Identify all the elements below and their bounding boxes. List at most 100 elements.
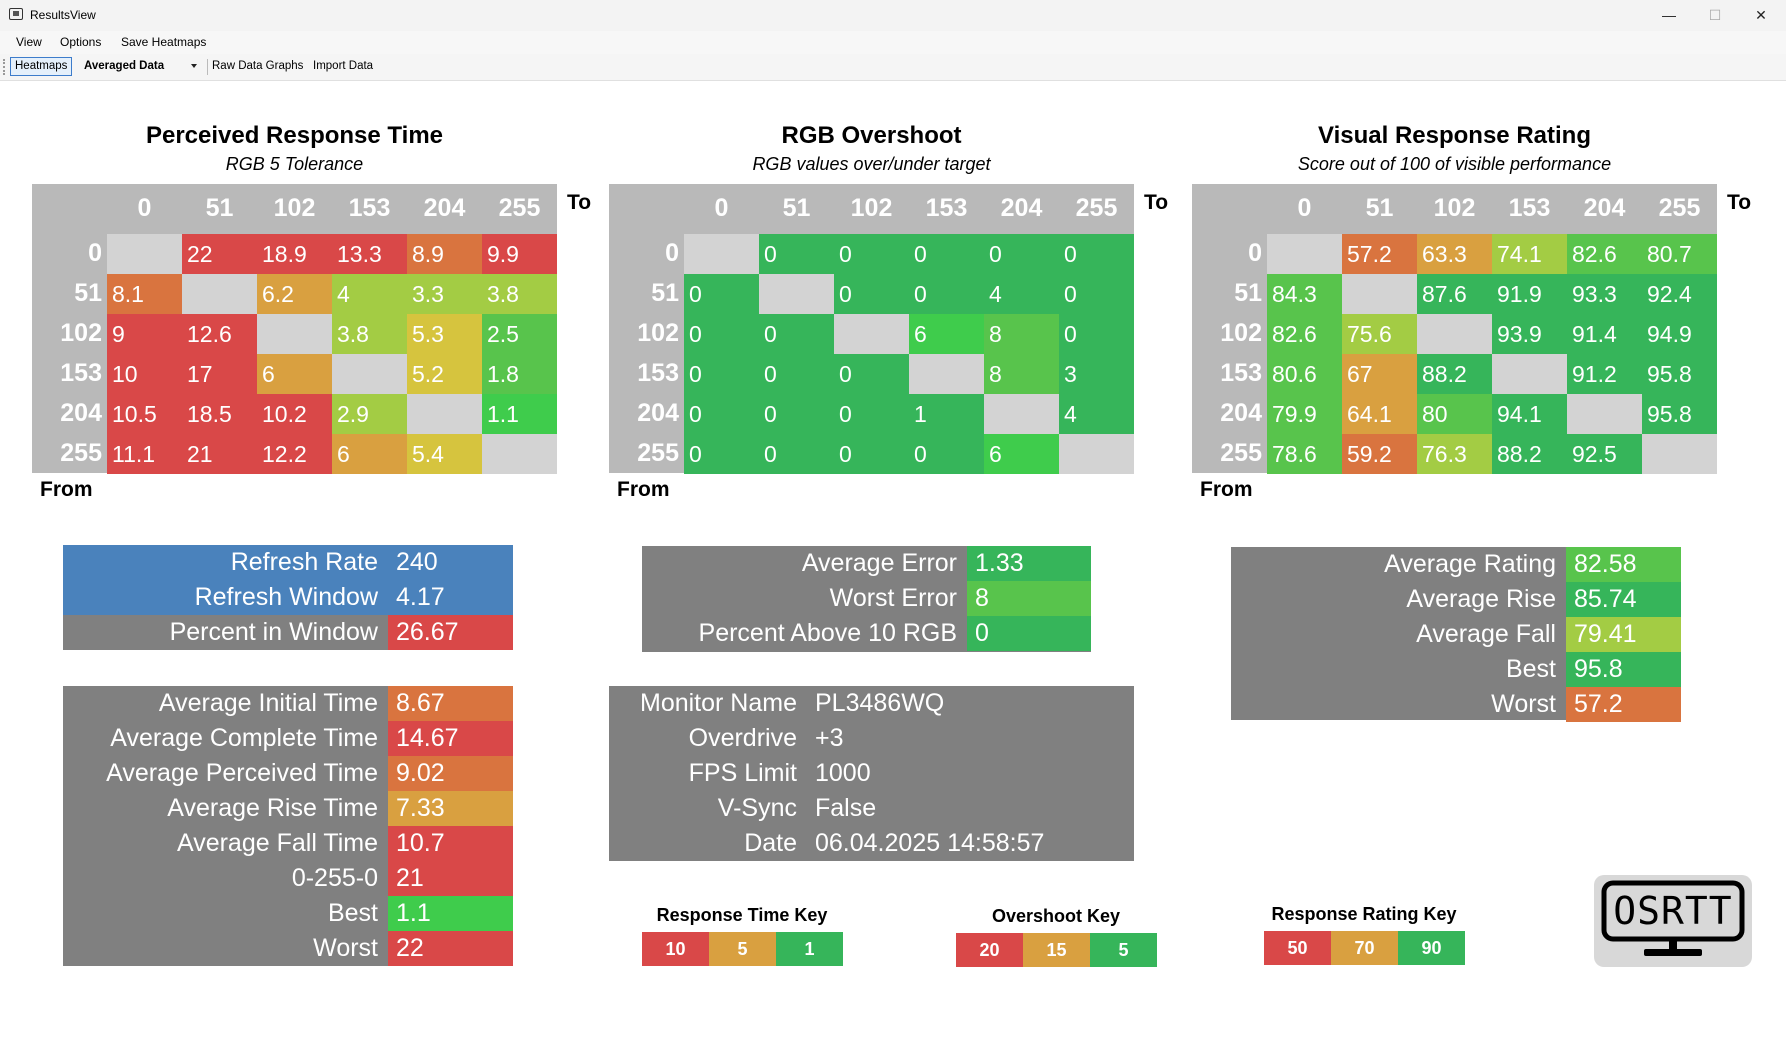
- to-level-label: 255: [1075, 194, 1118, 222]
- from-level-label: 0: [665, 239, 679, 267]
- heatmap-cell-empty: [107, 234, 182, 274]
- heatmap-cell: 59.2: [1342, 434, 1417, 474]
- stat-label: Overdrive: [688, 724, 797, 752]
- heatmap-cell: 3.8: [332, 314, 407, 354]
- from-level-label: 255: [60, 439, 102, 467]
- title-bar: ResultsView — ☐ ✕: [0, 0, 1786, 31]
- heatmap-cell: 78.6: [1267, 434, 1342, 474]
- heatmap-cell: 6: [909, 314, 984, 354]
- stat-label: Average Error: [801, 549, 957, 577]
- heatmap-cell: 95.8: [1642, 394, 1717, 434]
- heatmap-cell: 80.7: [1642, 234, 1717, 274]
- heatmap-cell: 0: [834, 354, 909, 394]
- heatmap-cell: 67: [1342, 354, 1417, 394]
- close-icon[interactable]: ✕: [1755, 7, 1767, 23]
- menu-view[interactable]: View: [16, 35, 42, 49]
- heatmap-cell-empty: [332, 354, 407, 394]
- stat-row: Refresh Rate 240: [63, 545, 513, 580]
- heatmap-cell: 10.5: [107, 394, 182, 434]
- key-swatch: 5: [1090, 933, 1157, 967]
- from-level-label: 0: [1248, 239, 1262, 267]
- stat-value: 57.2: [1566, 687, 1681, 722]
- heatmap-cell: 95.8: [1642, 354, 1717, 394]
- stat-value: 85.74: [1566, 582, 1681, 617]
- from-level-label: 204: [1220, 399, 1262, 427]
- heatmap-cell: 22: [182, 234, 257, 274]
- stat-value: 10.7: [388, 826, 513, 861]
- menu-save-heatmaps[interactable]: Save Heatmaps: [121, 35, 207, 49]
- stat-value: 1000: [815, 759, 871, 787]
- heatmap-cell: 0: [684, 434, 759, 474]
- raw-data-graphs-button[interactable]: Raw Data Graphs: [212, 60, 304, 72]
- heatmaps-button[interactable]: Heatmaps: [10, 57, 73, 76]
- key-swatch: 1: [776, 932, 843, 966]
- stat-value: False: [815, 794, 877, 822]
- stat-value: 8.67: [388, 686, 513, 721]
- heatmap-cell: 0: [834, 434, 909, 474]
- heatmap-cell: 0: [1059, 274, 1134, 314]
- to-axis-label: To: [1144, 191, 1169, 214]
- from-level-label: 0: [88, 239, 102, 267]
- monitor-logo-icon: [1601, 880, 1745, 956]
- stat-label: Average Rise Time: [167, 794, 378, 822]
- heatmap-cell: 84.3: [1267, 274, 1342, 314]
- stat-label: Percent in Window: [169, 618, 378, 646]
- stat-label: Worst: [1491, 690, 1556, 718]
- overshoot-error-panel: Average Error 1.33 Worst Error 8 Percent Abo…: [642, 546, 1091, 652]
- heatmap-cell: 6: [332, 434, 407, 474]
- import-data-button[interactable]: Import Data: [313, 60, 374, 72]
- stat-row: Average Fall Time 10.7: [63, 826, 513, 861]
- heatmap-cell: 5.4: [407, 434, 482, 474]
- from-axis-label: From: [1200, 478, 1253, 501]
- minimize-icon[interactable]: —: [1662, 7, 1676, 23]
- stat-row: Average Initial Time 8.67: [63, 686, 513, 721]
- from-level-label: 255: [1220, 439, 1262, 467]
- stat-value: 240: [388, 545, 513, 580]
- from-level-label: 102: [60, 319, 102, 347]
- heatmap-cell: 92.4: [1642, 274, 1717, 314]
- to-level-label: 51: [205, 194, 234, 222]
- heatmap-cell-empty: [1567, 394, 1642, 434]
- heatmap-cell: 0: [759, 434, 834, 474]
- stat-label: Best: [327, 899, 378, 927]
- to-level-label: 102: [1433, 194, 1476, 222]
- heatmap-cell-empty: [984, 394, 1059, 434]
- to-level-label: 255: [1658, 194, 1701, 222]
- from-level-label: 153: [637, 359, 679, 387]
- from-level-label: 255: [637, 439, 679, 467]
- stat-label: Monitor Name: [640, 689, 797, 717]
- heatmap-cell-empty: [834, 314, 909, 354]
- stat-row: FPS Limit 1000: [609, 756, 1134, 791]
- heatmap-grid: 0 0 51 51 102 102 153 153 204 204 255 255 22 18.9 13.3…: [32, 184, 557, 474]
- key-swatch: 15: [1023, 933, 1090, 967]
- menu-options[interactable]: Options: [60, 35, 102, 49]
- app-icon: [9, 8, 23, 20]
- heatmap-cell: 10: [107, 354, 182, 394]
- stat-label: V-Sync: [717, 794, 797, 822]
- heatmap-cell: 12.2: [257, 434, 332, 474]
- maximize-icon[interactable]: ☐: [1708, 7, 1722, 23]
- heatmap-cell: 6: [984, 434, 1059, 474]
- from-level-label: 51: [651, 279, 679, 307]
- data-mode-dropdown[interactable]: Averaged Data: [84, 60, 165, 72]
- stat-value: 14.67: [388, 721, 513, 756]
- from-level-label: 204: [637, 399, 679, 427]
- heatmap-cell: 0: [909, 274, 984, 314]
- stat-row: Worst 57.2: [1231, 687, 1681, 722]
- stat-row: Average Perceived Time 9.02: [63, 756, 513, 791]
- stat-row: Monitor Name PL3486WQ: [609, 686, 1134, 721]
- menu-bar: View Options Save Heatmaps: [0, 31, 1786, 54]
- heatmap-cell: 0: [684, 394, 759, 434]
- stat-label: Date: [744, 829, 797, 857]
- stat-row: Overdrive +3: [609, 721, 1134, 756]
- heatmap-cell: 0: [684, 274, 759, 314]
- stat-value: 7.33: [388, 791, 513, 826]
- heatmap-title: Visual Response Rating: [1318, 122, 1591, 149]
- heatmap-cell: 5.2: [407, 354, 482, 394]
- to-axis-label: To: [567, 191, 592, 214]
- stat-value: 1.33: [967, 546, 1091, 581]
- to-level-label: 51: [782, 194, 811, 222]
- chevron-down-icon[interactable]: [191, 64, 197, 68]
- key-swatch: 10: [642, 932, 709, 966]
- heatmap-cell: 9: [107, 314, 182, 354]
